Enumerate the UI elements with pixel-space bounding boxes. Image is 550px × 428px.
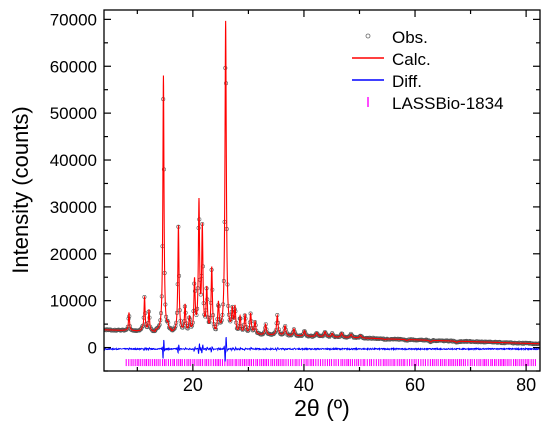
plot-area: 20 40 60 80 0 10000 20000 30000 40000 50000 60000… bbox=[50, 9, 541, 395]
x-tick-label: 80 bbox=[516, 375, 536, 395]
observed-point bbox=[180, 325, 185, 330]
observed-point bbox=[291, 327, 296, 332]
y-tick-label: 50000 bbox=[50, 104, 97, 123]
y-tick-label: 10000 bbox=[50, 292, 97, 311]
legend-item: Calc. bbox=[352, 50, 431, 69]
reflection-ticks bbox=[125, 359, 536, 367]
legend: Obs. Calc. Diff. LASSBio-1834 bbox=[352, 28, 504, 113]
observed-point bbox=[172, 326, 177, 331]
x-tick-label: 60 bbox=[405, 375, 425, 395]
calc-series-line bbox=[104, 20, 540, 345]
x-axis-label: 2θ (º) bbox=[294, 395, 350, 421]
legend-label: Obs. bbox=[392, 28, 428, 47]
legend-item: Diff. bbox=[352, 72, 422, 91]
y-tick-label: 70000 bbox=[50, 10, 97, 29]
legend-swatch-obs bbox=[365, 33, 371, 39]
diff-series-line bbox=[104, 336, 540, 362]
plot-frame bbox=[103, 9, 541, 372]
observed-point bbox=[240, 327, 245, 332]
y-tick-label: 40000 bbox=[50, 151, 97, 170]
observed-point bbox=[302, 329, 307, 334]
x-tick-label: 40 bbox=[294, 375, 314, 395]
y-axis-label: Intensity (counts) bbox=[8, 106, 33, 274]
y-tick-label: 0 bbox=[88, 339, 97, 358]
y-axis: 0 10000 20000 30000 40000 50000 60000 70000 bbox=[50, 10, 540, 372]
y-tick-label: 20000 bbox=[50, 245, 97, 264]
observed-point bbox=[218, 320, 223, 325]
legend-item: LASSBio-1834 bbox=[367, 94, 504, 113]
observed-point bbox=[228, 319, 233, 324]
x-axis: 20 40 60 80 bbox=[136, 10, 536, 395]
legend-label: Diff. bbox=[392, 72, 422, 91]
x-tick-label: 20 bbox=[183, 375, 203, 395]
observed-point bbox=[165, 318, 170, 323]
y-tick-label: 60000 bbox=[50, 57, 97, 76]
legend-item: Obs. bbox=[365, 28, 428, 47]
legend-label: Calc. bbox=[392, 50, 431, 69]
legend-label: LASSBio-1834 bbox=[392, 94, 504, 113]
y-tick-label: 30000 bbox=[50, 198, 97, 217]
